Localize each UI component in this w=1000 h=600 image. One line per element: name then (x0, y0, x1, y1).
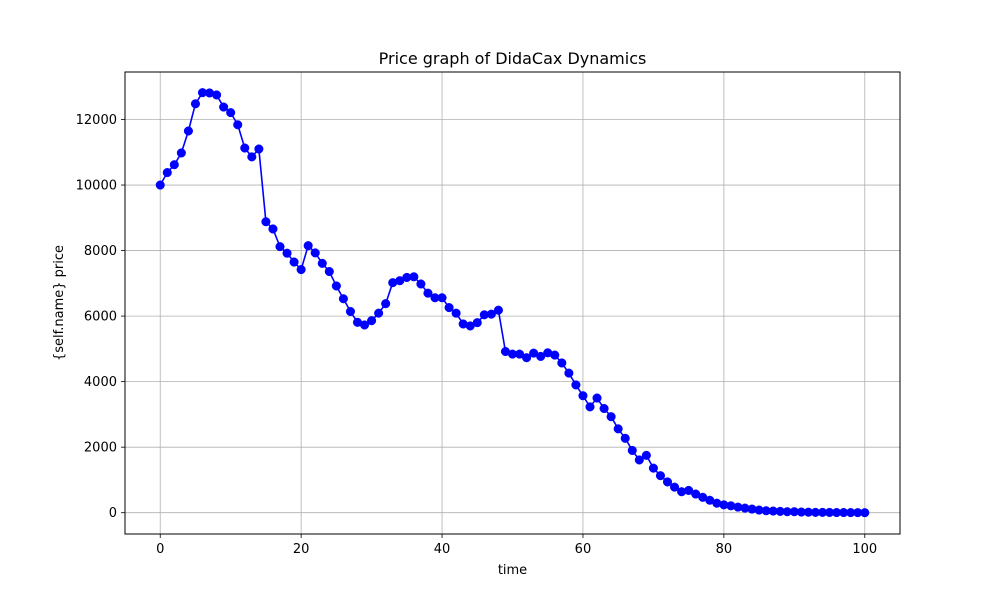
data-point (564, 368, 574, 378)
data-point (655, 471, 666, 481)
data-point (169, 160, 179, 170)
y-tick-label: 0 (109, 506, 117, 521)
data-point (493, 305, 503, 315)
axis-ticks: 0 20 40 60 80 100 0 2000 4000 6000 8000 10000 12000 (76, 113, 878, 557)
data-point (324, 266, 334, 277)
data-point (212, 90, 222, 100)
data-point (648, 463, 658, 473)
data-point (522, 353, 532, 363)
data-point (317, 258, 327, 268)
data-point (296, 265, 306, 275)
data-point (557, 358, 567, 368)
data-point (282, 248, 292, 258)
y-tick-label: 6000 (84, 310, 117, 325)
x-tick-label: 60 (575, 542, 592, 557)
data-point (226, 108, 236, 118)
data-point (367, 316, 377, 326)
data-point (155, 180, 165, 190)
x-tick-label: 100 (852, 542, 877, 557)
data-point (571, 380, 581, 390)
data-point (331, 281, 341, 291)
y-tick-label: 12000 (76, 113, 117, 128)
data-point (162, 168, 172, 178)
x-tick-label: 0 (156, 542, 164, 557)
data-point (303, 241, 313, 251)
data-point (641, 450, 651, 460)
data-point (437, 293, 447, 303)
data-point (585, 402, 595, 412)
data-point (599, 403, 609, 414)
data-point (345, 306, 356, 317)
data-point (310, 248, 320, 258)
data-series (155, 88, 870, 518)
data-point (634, 455, 644, 465)
data-point (606, 412, 616, 422)
data-point (338, 294, 348, 304)
data-point (183, 126, 193, 136)
y-tick-label: 4000 (84, 375, 117, 390)
x-tick-label: 80 (716, 542, 733, 557)
data-point (620, 433, 630, 443)
x-tick-label: 20 (293, 542, 310, 557)
data-point (268, 224, 278, 234)
data-point (423, 288, 433, 298)
data-point (451, 308, 461, 318)
chart-title: Price graph of DidaCax Dynamics (379, 49, 647, 68)
y-tick-label: 10000 (76, 179, 117, 194)
data-point (444, 303, 454, 313)
data-point (359, 320, 370, 330)
x-tick-label: 40 (434, 542, 451, 557)
data-point (416, 279, 426, 289)
data-point (860, 508, 870, 518)
data-point (486, 309, 496, 319)
plot-frame (124, 71, 901, 535)
data-point (275, 242, 285, 252)
data-point (592, 393, 602, 403)
data-point (613, 424, 623, 434)
data-point (381, 299, 391, 309)
data-point (219, 102, 229, 112)
data-point (190, 99, 201, 109)
data-point (669, 482, 680, 492)
data-point (233, 120, 243, 130)
data-point (289, 257, 299, 267)
x-axis-label: time (498, 563, 527, 578)
data-point (374, 308, 384, 318)
data-point (472, 318, 482, 328)
data-point (240, 143, 250, 153)
data-point (409, 272, 419, 282)
data-point (578, 391, 588, 401)
data-point (247, 152, 257, 162)
data-point (627, 445, 637, 455)
y-axis-label: {self.name} price (52, 245, 67, 361)
y-tick-label: 2000 (84, 441, 117, 456)
data-point (176, 148, 186, 158)
data-point (662, 477, 673, 487)
data-point (261, 217, 271, 227)
y-tick-label: 8000 (84, 244, 117, 259)
data-point (254, 144, 264, 154)
data-point (550, 350, 560, 360)
